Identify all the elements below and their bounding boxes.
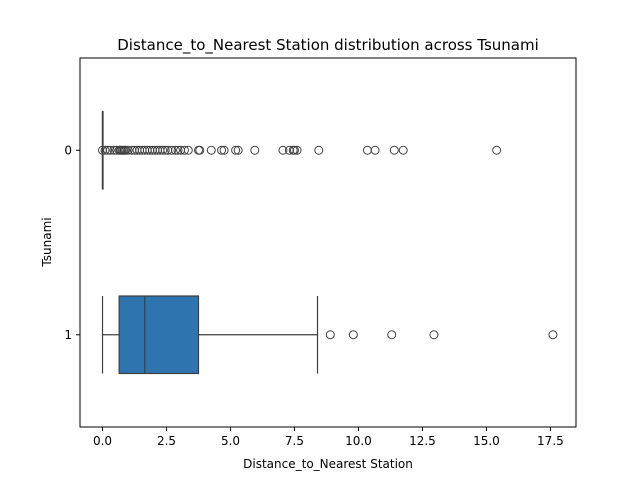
outlier-point bbox=[183, 145, 193, 155]
outlier-point bbox=[123, 145, 133, 155]
box-group-1 bbox=[101, 295, 558, 375]
outlier-point bbox=[121, 145, 131, 155]
outlier-point bbox=[389, 145, 399, 155]
outlier-point bbox=[370, 145, 380, 155]
x-tick-label: 10.0 bbox=[345, 434, 372, 448]
y-tick-label: 0 bbox=[64, 143, 72, 157]
outlier-point bbox=[160, 145, 170, 155]
outlier-point bbox=[233, 145, 243, 155]
plot-content bbox=[98, 110, 558, 375]
outlier-point bbox=[100, 145, 110, 155]
y-tick-label: 1 bbox=[64, 328, 72, 342]
y-axis-label: Tsunami bbox=[40, 217, 54, 267]
x-axis-label: Distance_to_Nearest Station bbox=[243, 457, 413, 471]
x-tick-label: 12.5 bbox=[409, 434, 436, 448]
outlier-point bbox=[231, 145, 241, 155]
axes-frame bbox=[79, 57, 577, 428]
outlier-point bbox=[429, 330, 439, 340]
outlier-point bbox=[325, 330, 335, 340]
box bbox=[118, 295, 200, 375]
outlier-point bbox=[170, 145, 180, 155]
x-tick-label: 7.5 bbox=[285, 434, 304, 448]
chart-title: Distance_to_Nearest Station distribution… bbox=[117, 36, 539, 55]
x-tick-label: 2.5 bbox=[157, 434, 176, 448]
x-tick-label: 15.0 bbox=[473, 434, 500, 448]
x-tick-label: 5.0 bbox=[221, 434, 240, 448]
x-axis: 0.0 2.5 5.0 7.5 10.0 12.5 15.0 17.5 bbox=[93, 427, 564, 448]
outlier-point bbox=[250, 145, 260, 155]
outlier-point bbox=[103, 145, 113, 155]
outlier-point bbox=[278, 145, 288, 155]
x-tick-label: 17.5 bbox=[537, 434, 564, 448]
outlier-point bbox=[105, 145, 115, 155]
outlier-point bbox=[348, 330, 358, 340]
outlier-point bbox=[492, 145, 502, 155]
outlier-point bbox=[167, 145, 177, 155]
outlier-point bbox=[195, 145, 205, 155]
outlier-point bbox=[387, 330, 397, 340]
outlier-point bbox=[398, 145, 408, 155]
outlier-point bbox=[292, 145, 302, 155]
box-group-0 bbox=[98, 110, 502, 190]
outlier-point bbox=[362, 145, 372, 155]
outlier-point bbox=[179, 145, 189, 155]
outlier-point bbox=[206, 145, 216, 155]
outlier-point bbox=[548, 330, 558, 340]
x-tick-label: 0.0 bbox=[93, 434, 112, 448]
y-axis: 01 bbox=[64, 143, 80, 342]
outlier-point bbox=[219, 145, 229, 155]
outlier-point bbox=[217, 145, 227, 155]
outlier-point bbox=[314, 145, 324, 155]
outlier-point bbox=[158, 145, 168, 155]
outlier-point bbox=[289, 145, 299, 155]
outlier-point bbox=[173, 145, 183, 155]
